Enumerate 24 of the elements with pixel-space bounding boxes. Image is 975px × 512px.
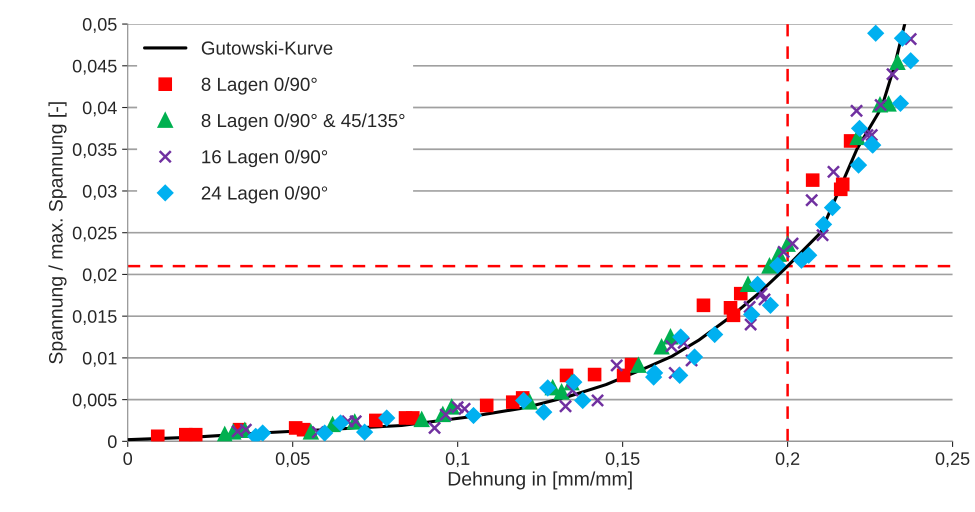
y-tick-label: 0,035 [72, 143, 117, 158]
x-tick-label: 0,1 [446, 452, 470, 468]
y-tick-label: 0,025 [72, 226, 117, 242]
y-axis-title: Spannung / max. Spannung [-] [48, 102, 67, 364]
legend-label: 8 Lagen 0/90° [202, 77, 317, 95]
legend-label: 16 Lagen 0/90° [202, 150, 328, 168]
x-tick-label: 0,2 [776, 452, 800, 468]
legend-label: Gutowski-Kurve [202, 40, 332, 55]
y-tick-label: 0,04 [82, 101, 117, 116]
x-tick-label: 0,15 [606, 452, 640, 468]
y-tick-label: 0,005 [72, 394, 117, 408]
x-tick-label: 0 [123, 452, 132, 466]
y-tick-label: 0,015 [72, 310, 117, 326]
y-tick-label: 0,02 [82, 268, 116, 284]
x-tick-label: 0,05 [276, 452, 310, 468]
legend-label: 8 Lagen 0/90° & 45/135° [202, 113, 404, 131]
y-tick-label: 0,045 [72, 60, 117, 75]
x-axis-title: Dehnung in [mm/mm] [448, 471, 632, 490]
x-tick-label: 0,25 [936, 452, 970, 468]
y-tick-label: 0,03 [82, 184, 117, 200]
y-tick-label: 0,05 [82, 18, 117, 33]
y-tick-label: 0 [108, 435, 117, 448]
legend-label: 24 Lagen 0/90° [202, 186, 328, 204]
y-tick-label: 0,01 [82, 352, 116, 367]
